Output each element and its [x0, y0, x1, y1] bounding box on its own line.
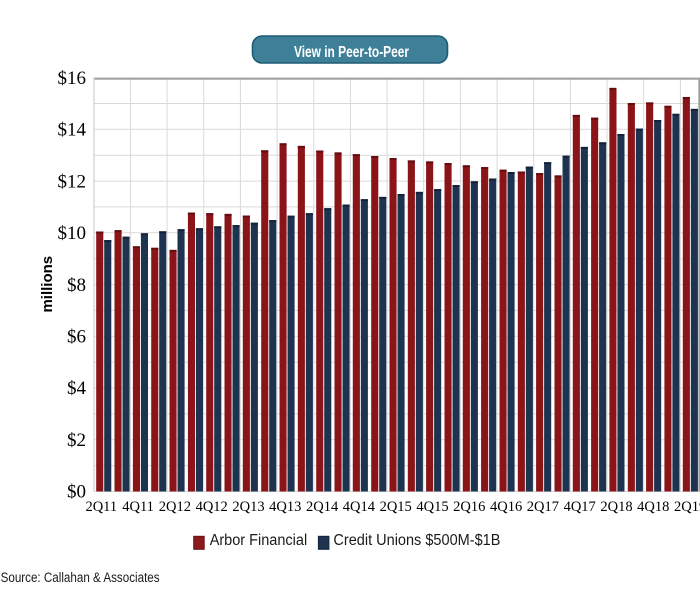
svg-text:4Q15: 4Q15	[416, 499, 448, 515]
svg-text:$14: $14	[58, 120, 87, 141]
svg-text:millions: millions	[39, 256, 56, 313]
svg-text:4Q13: 4Q13	[269, 499, 301, 515]
svg-text:2Q12: 2Q12	[159, 499, 191, 515]
svg-text:4Q11: 4Q11	[122, 499, 154, 515]
svg-text:2Q15: 2Q15	[380, 499, 412, 515]
svg-text:2Q11: 2Q11	[85, 499, 117, 515]
svg-text:4Q14: 4Q14	[343, 499, 376, 515]
svg-text:$2: $2	[67, 430, 86, 451]
svg-text:Credit Unions $500M-$1B: Credit Unions $500M-$1B	[333, 532, 500, 549]
svg-text:2Q18: 2Q18	[600, 499, 632, 515]
svg-text:$10: $10	[58, 223, 87, 244]
svg-text:2Q16: 2Q16	[453, 499, 485, 515]
svg-text:4Q17: 4Q17	[564, 499, 596, 515]
svg-text:4Q16: 4Q16	[490, 499, 522, 515]
svg-text:Source: Callahan & Associates: Source: Callahan & Associates	[1, 570, 160, 585]
svg-text:$16: $16	[58, 68, 87, 89]
svg-text:2Q14: 2Q14	[306, 499, 339, 515]
svg-text:2Q17: 2Q17	[527, 499, 559, 515]
svg-text:4Q18: 4Q18	[637, 499, 669, 515]
svg-text:$6: $6	[67, 327, 86, 348]
svg-text:$0: $0	[67, 482, 86, 503]
svg-text:View in Peer-to-Peer: View in Peer-to-Peer	[294, 44, 409, 61]
svg-text:$12: $12	[58, 171, 87, 192]
svg-text:2Q13: 2Q13	[232, 499, 264, 515]
svg-text:$4: $4	[67, 378, 87, 399]
svg-text:Arbor Financial: Arbor Financial	[210, 532, 308, 549]
svg-text:4Q12: 4Q12	[196, 499, 228, 515]
svg-text:2Q19: 2Q19	[674, 499, 700, 515]
svg-text:$8: $8	[67, 275, 86, 296]
